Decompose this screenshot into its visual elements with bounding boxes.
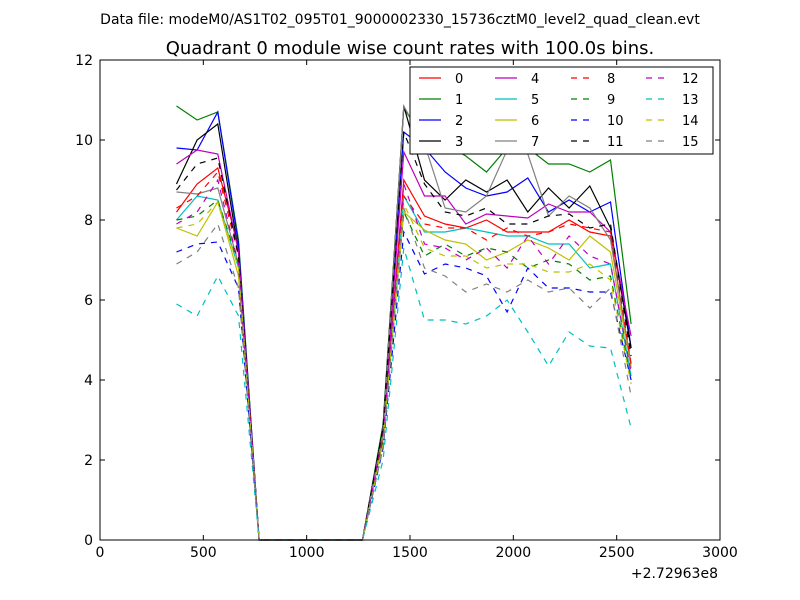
legend-label-9: 9 (607, 93, 615, 108)
series-line-14 (176, 200, 632, 541)
series-line-9 (176, 199, 632, 541)
y-tick-label: 6 (84, 293, 93, 309)
x-offset-label: +2.72963e8 (631, 566, 718, 582)
legend-label-12: 12 (682, 72, 699, 87)
legend-label-1: 1 (455, 93, 463, 108)
x-tick-label: 2000 (496, 545, 532, 561)
legend-box (409, 66, 714, 155)
series-line-11 (176, 131, 632, 541)
legend-label-15: 15 (682, 135, 699, 150)
series-line-13 (176, 247, 632, 541)
x-tick-label: 500 (190, 545, 217, 561)
y-tick-label: 2 (84, 453, 93, 469)
chart-subtitle: Data file: modeM0/AS1T02_095T01_90000023… (100, 12, 700, 28)
legend-label-6: 6 (531, 114, 539, 129)
plot-frame (99, 59, 721, 541)
legend-label-7: 7 (531, 135, 539, 150)
series-layer (175, 103, 632, 541)
y-tick-label: 10 (75, 133, 93, 149)
legend-label-13: 13 (682, 93, 699, 108)
chart-title: Quadrant 0 module wise count rates with … (166, 38, 655, 59)
y-tick-label: 4 (84, 373, 93, 389)
y-tick-label: 8 (84, 213, 93, 229)
x-tick-label: 1000 (289, 545, 325, 561)
legend-label-11: 11 (607, 135, 624, 150)
legend-label-8: 8 (607, 72, 615, 87)
x-tick-label: 3000 (702, 545, 738, 561)
x-tick-label: 1500 (392, 545, 428, 561)
series-line-10 (176, 229, 632, 541)
legend-label-14: 14 (682, 114, 699, 129)
legend-label-0: 0 (455, 72, 463, 87)
series-line-12 (176, 178, 632, 541)
legend-label-2: 2 (455, 114, 463, 129)
series-line-8 (176, 170, 632, 541)
y-tick-label: 12 (75, 53, 93, 69)
legend-label-5: 5 (531, 93, 539, 108)
legend-label-10: 10 (607, 114, 624, 129)
x-tick-label: 2500 (599, 545, 635, 561)
legend-label-4: 4 (531, 72, 539, 87)
series-line-15 (176, 207, 632, 541)
x-tick-label: 0 (96, 545, 105, 561)
y-tick-label: 0 (84, 533, 93, 549)
legend-label-3: 3 (455, 135, 463, 150)
